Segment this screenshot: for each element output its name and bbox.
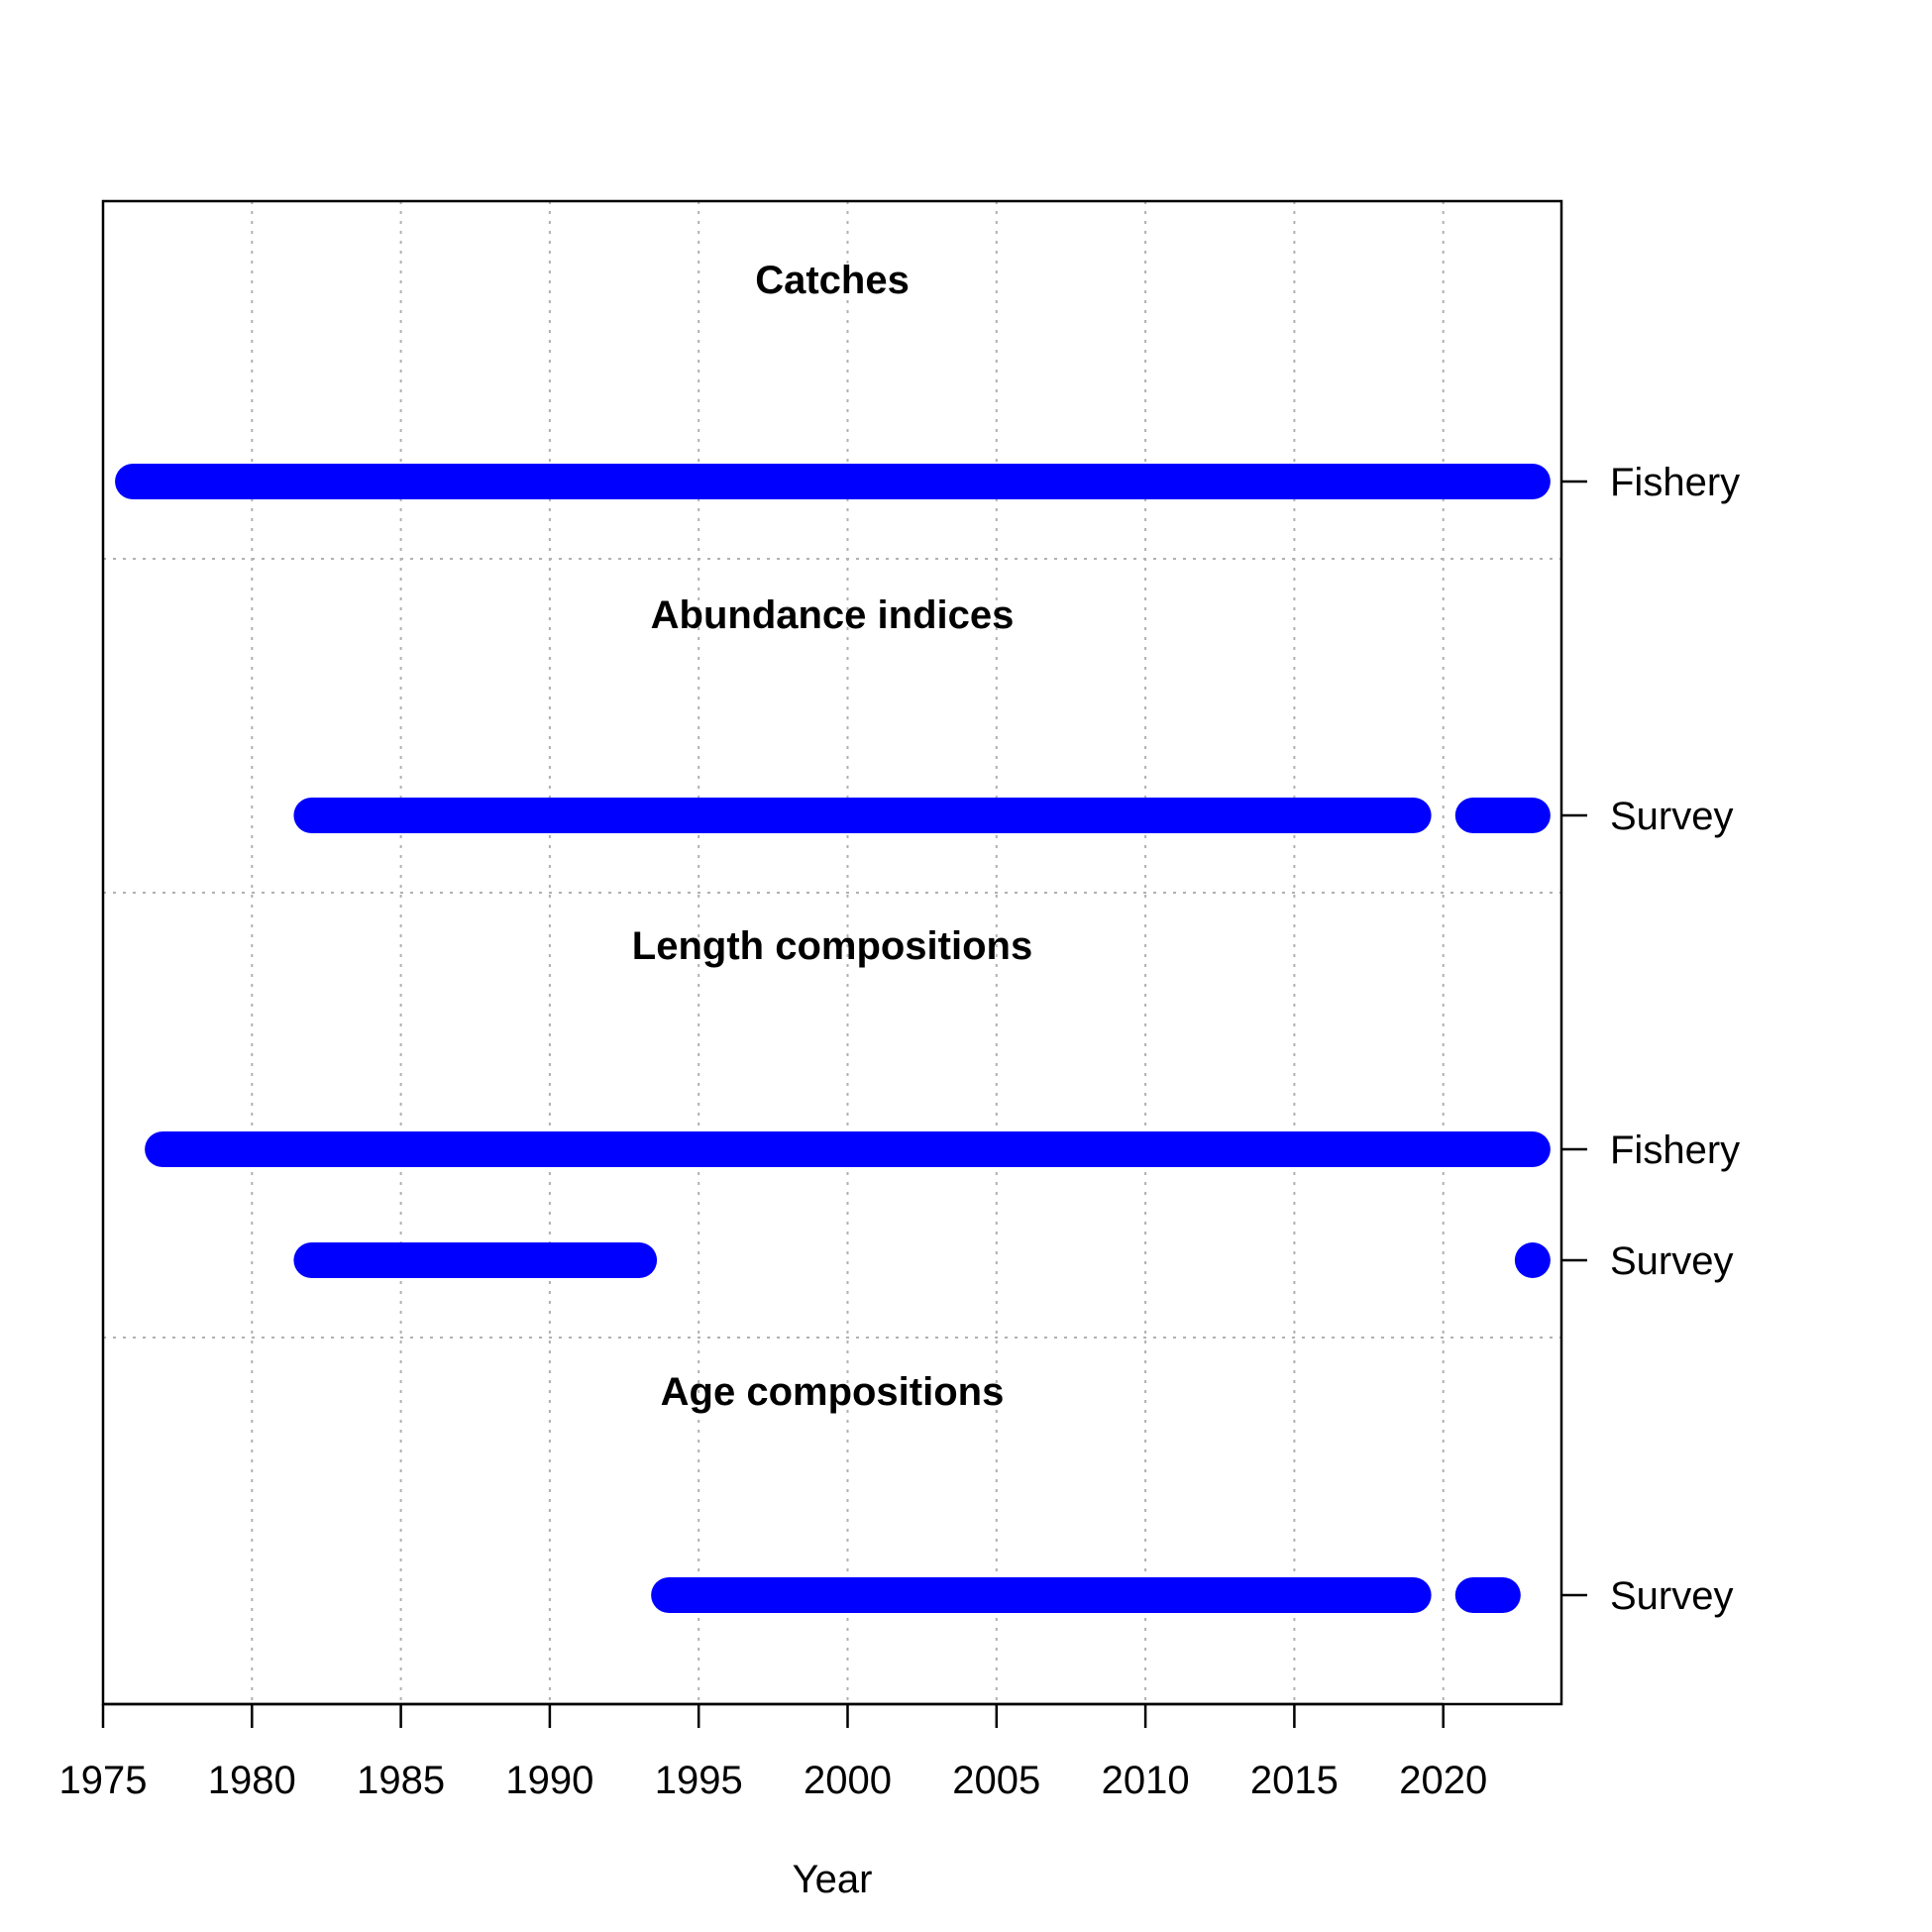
x-axis-label: Year: [793, 1858, 873, 1901]
x-tick-label: 2015: [1250, 1759, 1339, 1802]
panel-title: Abundance indices: [651, 593, 1015, 637]
x-tick-label: 1995: [655, 1759, 743, 1802]
row-labels-axis: Fishery Survey Fishery Survey Survey: [1561, 461, 1740, 1618]
x-tick-label: 2010: [1102, 1759, 1190, 1802]
x-tick-label: 1985: [357, 1759, 445, 1802]
panel-title: Catches: [755, 259, 910, 302]
grid-lines: [103, 201, 1561, 1704]
row-label: Survey: [1610, 795, 1734, 838]
row-label: Fishery: [1610, 1128, 1740, 1172]
data-bars: [115, 464, 1551, 1613]
panel-title: Age compositions: [661, 1370, 1005, 1414]
row-label: Fishery: [1610, 461, 1740, 504]
x-tick-label: 2020: [1399, 1759, 1487, 1802]
x-tick-label: 1975: [59, 1759, 148, 1802]
x-axis: 1975 1980 1985 1990 1995 2000 2005 2010 2015 2020: [59, 1702, 1487, 1802]
x-tick-label: 2000: [804, 1759, 892, 1802]
row-label: Survey: [1610, 1239, 1734, 1283]
panel-title: Length compositions: [632, 924, 1032, 968]
panel-titles: Catches Abundance indices Length compositi…: [632, 259, 1032, 1414]
row-label: Survey: [1610, 1574, 1734, 1618]
x-tick-label: 1990: [505, 1759, 593, 1802]
x-tick-label: 2005: [952, 1759, 1040, 1802]
x-tick-label: 1980: [208, 1759, 296, 1802]
